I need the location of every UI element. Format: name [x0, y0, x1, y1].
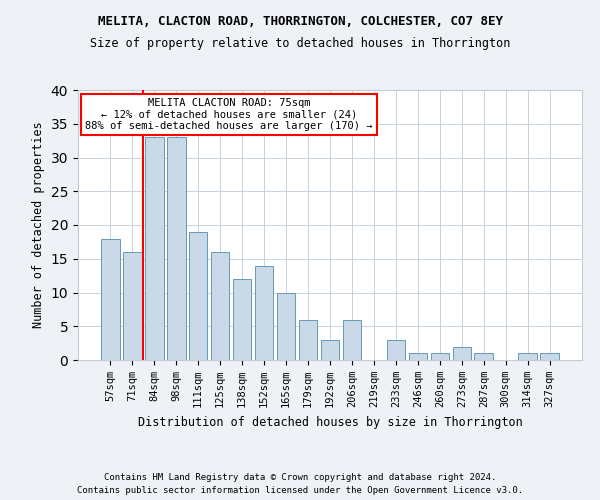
- Bar: [145, 137, 164, 360]
- Bar: [167, 137, 185, 360]
- Text: Contains public sector information licensed under the Open Government Licence v3: Contains public sector information licen…: [77, 486, 523, 495]
- Bar: [189, 232, 208, 360]
- Text: Contains HM Land Registry data © Crown copyright and database right 2024.: Contains HM Land Registry data © Crown c…: [104, 472, 496, 482]
- Bar: [386, 340, 405, 360]
- Text: MELITA, CLACTON ROAD, THORRINGTON, COLCHESTER, CO7 8EY: MELITA, CLACTON ROAD, THORRINGTON, COLCH…: [97, 15, 503, 28]
- Bar: [541, 353, 559, 360]
- X-axis label: Distribution of detached houses by size in Thorrington: Distribution of detached houses by size …: [137, 416, 523, 428]
- Bar: [233, 279, 251, 360]
- Bar: [343, 320, 361, 360]
- Bar: [299, 320, 317, 360]
- Bar: [255, 266, 274, 360]
- Bar: [518, 353, 537, 360]
- Bar: [452, 346, 471, 360]
- Y-axis label: Number of detached properties: Number of detached properties: [32, 122, 45, 328]
- Bar: [320, 340, 340, 360]
- Bar: [211, 252, 229, 360]
- Bar: [409, 353, 427, 360]
- Text: MELITA CLACTON ROAD: 75sqm
← 12% of detached houses are smaller (24)
88% of semi: MELITA CLACTON ROAD: 75sqm ← 12% of deta…: [85, 98, 373, 132]
- Bar: [475, 353, 493, 360]
- Bar: [101, 238, 119, 360]
- Text: Size of property relative to detached houses in Thorrington: Size of property relative to detached ho…: [90, 38, 510, 51]
- Bar: [431, 353, 449, 360]
- Bar: [277, 292, 295, 360]
- Bar: [123, 252, 142, 360]
